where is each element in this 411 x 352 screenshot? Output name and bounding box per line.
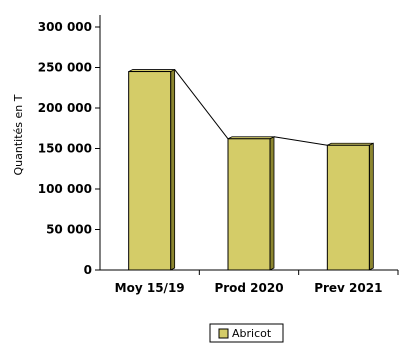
connector-segment (174, 69, 229, 140)
y-tick-label: 0 (84, 263, 92, 277)
y-tick-label: 250 000 (38, 61, 92, 75)
bar-prev-2021 (326, 144, 370, 271)
x-tick-label: Prev 2021 (314, 281, 382, 295)
y-tick-label: 200 000 (38, 101, 92, 115)
y-tick-label: 100 000 (38, 182, 92, 196)
y-axis: 0 50 000 100 000 150 000 200 000 250 000 300 0… (38, 15, 101, 277)
bars (128, 68, 374, 271)
legend-label: Abricot (232, 327, 272, 340)
connector-line (174, 69, 328, 146)
bar-side (368, 142, 374, 271)
x-tick-label: Prod 2020 (214, 281, 283, 295)
x-tick-label: Moy 15/19 (115, 281, 185, 295)
bar-moy-15-19 (128, 71, 172, 271)
y-axis-label: Quantités en T (12, 94, 25, 175)
legend: Abricot (209, 323, 284, 343)
legend-swatch (218, 328, 229, 339)
bar-side (269, 136, 275, 271)
connector-segment (273, 136, 328, 146)
bar-prod-2020 (227, 138, 271, 271)
bar-side (170, 68, 176, 271)
y-tick-label: 150 000 (38, 142, 92, 156)
y-tick-label: 50 000 (46, 223, 92, 237)
x-axis: Moy 15/19 Prod 2020 Prev 2021 (100, 269, 399, 295)
y-tick-label: 300 000 (38, 20, 92, 34)
